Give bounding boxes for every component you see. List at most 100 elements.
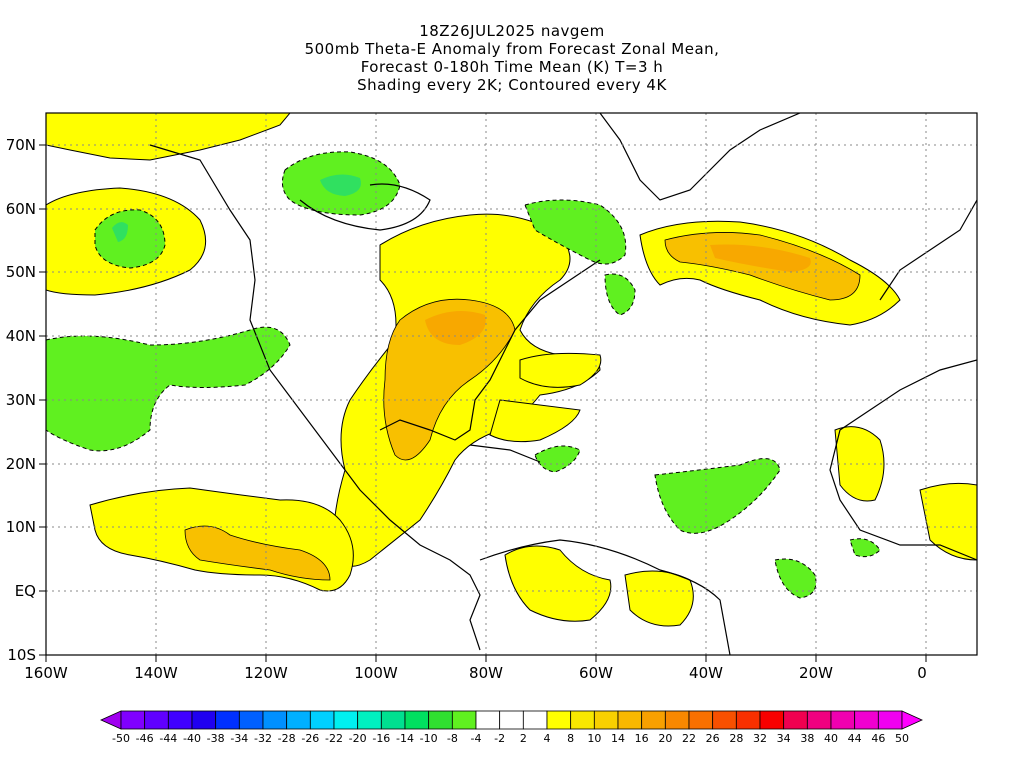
colorbar-label: 38 (800, 732, 814, 745)
x-tick-label: 40W (689, 664, 723, 682)
anomaly-shading (46, 113, 977, 627)
colorbar-label: 14 (611, 732, 625, 745)
warm-core-tropical-pacific (184, 525, 331, 581)
coastline-greenland (599, 113, 801, 201)
warm-peak-north-atlantic (710, 244, 811, 272)
x-tick-label: 20W (799, 664, 833, 682)
colorbar-swatch (451, 710, 477, 730)
colorbar-arrow-right (901, 710, 923, 730)
y-tick-label: 40N (6, 327, 36, 345)
colorbar-swatch (357, 710, 382, 730)
colorbar-arrow-left (100, 710, 122, 730)
y-tick-label: 70N (6, 136, 36, 154)
colorbar-swatch (688, 710, 714, 730)
warm-region-brazil (624, 570, 694, 627)
warm-region-sahara (834, 426, 885, 502)
colorbar-swatch (735, 710, 761, 730)
coastline-africa (829, 359, 977, 561)
colorbar-swatch (499, 710, 524, 730)
colorbar-label: 16 (635, 732, 649, 745)
coastline-south-america (479, 539, 731, 655)
cool-region-labrador (524, 199, 627, 265)
colorbar-label: -32 (254, 732, 272, 745)
cool-region-caribbean (534, 445, 581, 473)
colorbar-label: 8 (567, 732, 574, 745)
colorbar-swatch (167, 710, 193, 730)
cool-core-hudson (320, 174, 361, 196)
colorbar-swatch (830, 710, 856, 730)
y-tick-label: 10N (6, 518, 36, 536)
colorbar-label: 10 (587, 732, 601, 745)
colorbar-swatch (262, 710, 288, 730)
y-tick-labels: 70N 60N 50N 40N 30N 20N 10N EQ 10S (6, 136, 36, 664)
colorbar-label: -50 (112, 732, 130, 745)
colorbar-label: 50 (895, 732, 909, 745)
colorbar-label: -4 (471, 732, 482, 745)
colorbar-label: 22 (682, 732, 696, 745)
colorbar-swatch (593, 710, 619, 730)
x-tick-label: 80W (469, 664, 503, 682)
coastline-north-america (149, 144, 481, 651)
axis-ticks (39, 144, 927, 662)
map-frame (45, 112, 978, 656)
cool-region-newfoundland (604, 273, 636, 316)
colorbar-label: -34 (230, 732, 248, 745)
colorbar-swatch (570, 710, 595, 730)
colorbar-label: -38 (207, 732, 225, 745)
colorbar: -50 -46 -44 -40 -38 -34 -32 -28 -26 -22 -20 -16 -14-… (100, 710, 923, 745)
colorbar-label: -10 (420, 732, 438, 745)
colorbar-label: -22 (325, 732, 343, 745)
colorbar-swatch (238, 710, 264, 730)
colorbar-swatch (333, 710, 359, 730)
colorbar-swatch (759, 710, 785, 730)
cool-region-gulf-alaska (94, 209, 166, 269)
x-tick-label: 0 (917, 664, 927, 682)
x-tick-label: 160W (24, 664, 68, 682)
x-tick-label: 100W (354, 664, 398, 682)
colorbar-swatch (854, 710, 879, 730)
x-tick-label: 60W (579, 664, 613, 682)
y-tick-label: 30N (6, 391, 36, 409)
colorbar-swatch (664, 710, 690, 730)
coastline-us-east (379, 259, 601, 441)
colorbar-label: 20 (658, 732, 672, 745)
colorbar-swatch (120, 710, 146, 730)
x-tick-label: 140W (134, 664, 178, 682)
colorbar-swatch (428, 710, 453, 730)
colorbar-label: -40 (183, 732, 201, 745)
colorbar-label: 44 (848, 732, 862, 745)
colorbar-swatch (404, 710, 430, 730)
title-line-3: Forecast 0-180h Time Mean (K) T=3 h (360, 58, 664, 76)
colorbar-swatch (546, 710, 572, 730)
coastlines (149, 113, 977, 655)
coastline-hudson (299, 183, 431, 231)
colorbar-swatch (215, 710, 240, 730)
colorbar-swatch (806, 710, 832, 730)
warm-region-atlantic-1 (519, 352, 602, 388)
cool-region-gulf-guinea (849, 538, 881, 558)
coastline-europe (879, 199, 977, 301)
y-tick-label: 60N (6, 200, 36, 218)
colorbar-label: -46 (136, 732, 154, 745)
colorbar-label: -16 (372, 732, 390, 745)
colorbar-label: 2 (520, 732, 527, 745)
colorbar-swatch (309, 710, 335, 730)
colorbar-swatch (380, 710, 406, 730)
colorbar-label: 26 (706, 732, 720, 745)
cool-region-east-pacific (46, 326, 291, 452)
x-tick-labels: 160W 140W 120W 100W 80W 60W 40W 20W 0 (24, 664, 927, 682)
colorbar-label: -8 (447, 732, 458, 745)
colorbar-swatch (522, 710, 548, 730)
colorbar-swatch (144, 710, 169, 730)
y-tick-label: EQ (15, 582, 36, 600)
colorbar-swatch (617, 710, 643, 730)
colorbar-label: -20 (349, 732, 367, 745)
chart-title: 18Z26JUL2025 navgem 500mb Theta-E Anomal… (0, 22, 1024, 94)
warm-peak-eastern-us (425, 311, 486, 345)
colorbar-swatch (712, 710, 737, 730)
colorbar-label: 4 (544, 732, 551, 745)
title-line-4: Shading every 2K; Contoured every 4K (357, 76, 667, 94)
warm-region-atlantic-2 (489, 399, 581, 443)
colorbar-swatch (286, 710, 311, 730)
